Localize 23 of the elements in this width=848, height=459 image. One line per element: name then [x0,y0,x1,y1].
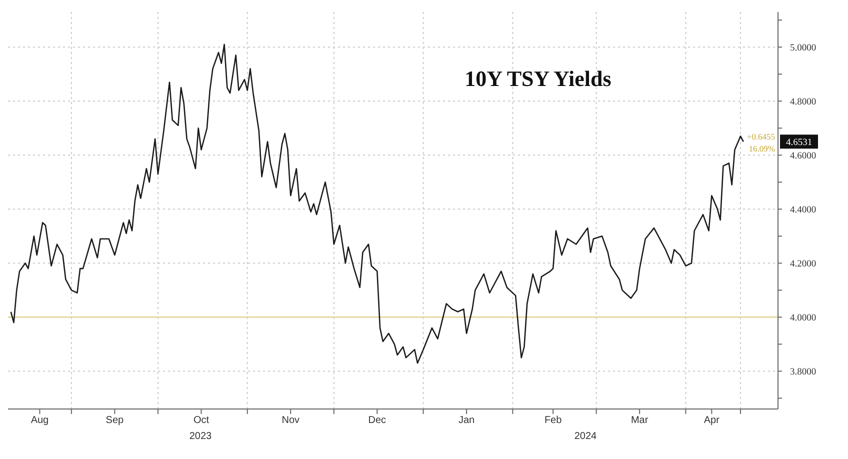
y-tick-label: 4.4000 [790,206,816,216]
x-tick-label: Aug [30,415,49,426]
line-series [10,44,744,364]
y-tick-label: 5.0000 [790,44,816,54]
x-tick-label: Sep [106,415,124,426]
y-tick-label: 4.8000 [790,98,816,108]
text: 4.6531 [786,138,812,148]
y-tick-label: 3.8000 [790,368,816,378]
y-tick-label: 4.2000 [790,260,816,270]
x-tick-label: Oct [193,415,210,426]
text: 2024 [574,431,598,442]
annotation: 16.09% [748,144,775,154]
text: 10Y TSY Yields [464,66,612,91]
x-tick-label: Mar [630,415,649,426]
x-tick-label: Jan [458,415,475,426]
y-tick-label: 4.0000 [790,314,816,324]
x-tick-label: Apr [704,415,720,426]
y-tick-label: 4.6000 [790,152,816,162]
x-tick-label: Feb [544,415,562,426]
annotation: +0.6455 [746,132,775,142]
text: 2023 [189,431,212,442]
x-tick-label: Nov [282,415,300,426]
x-tick-label: Dec [368,415,386,426]
